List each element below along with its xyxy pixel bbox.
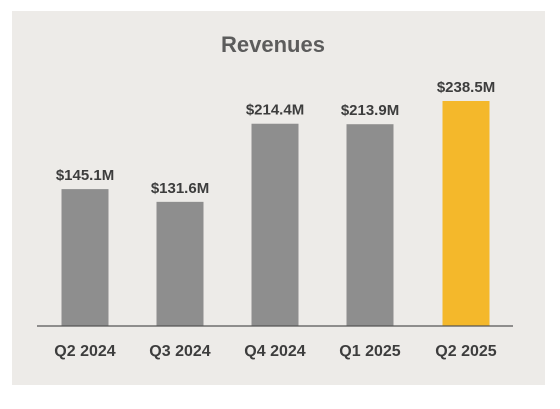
value-label: $131.6M [151,180,209,197]
x-tick-label: Q1 2025 [339,343,400,360]
bars-layer [61,101,490,327]
x-tick-label: Q3 2024 [149,343,210,360]
value-labels-layer: $145.1M $131.6M $214.4M $213.9M $238.5M [56,79,495,197]
value-label: $238.5M [437,79,495,96]
bar-q3-2024 [156,201,204,326]
bar-q2-2025 [442,101,490,326]
value-label: $214.4M [246,102,304,119]
bar-q4-2024 [251,123,299,327]
bar-q2-2024 [61,189,109,326]
chart-panel: Revenues $145.1M $131.6M $214.4M $213.9M $23… [12,11,545,385]
value-label: $213.9M [341,102,399,119]
value-label: $145.1M [56,167,114,184]
bar-q1-2025 [346,124,394,326]
revenue-bar-chart: Revenues $145.1M $131.6M $214.4M $213.9M $23… [37,32,513,360]
x-tick-labels-layer: Q2 2024 Q3 2024 Q4 2024 Q1 2025 Q2 2025 [54,343,496,360]
x-tick-label: Q4 2024 [244,343,305,360]
x-tick-label: Q2 2025 [435,343,496,360]
x-tick-label: Q2 2024 [54,343,115,360]
chart-title: Revenues [221,32,325,57]
